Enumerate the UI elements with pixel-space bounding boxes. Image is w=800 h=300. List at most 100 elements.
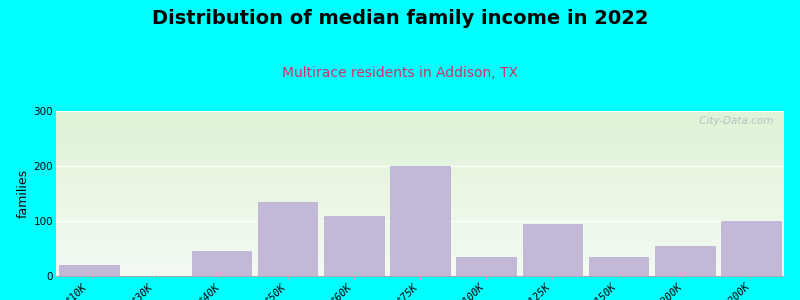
Bar xyxy=(56,247,784,248)
Bar xyxy=(56,275,784,276)
Bar xyxy=(56,190,784,191)
Bar xyxy=(56,153,784,154)
Bar xyxy=(56,236,784,237)
Bar xyxy=(56,242,784,243)
Bar xyxy=(56,252,784,253)
Bar xyxy=(56,240,784,241)
Bar xyxy=(56,259,784,260)
Bar xyxy=(56,241,784,242)
Bar xyxy=(56,206,784,207)
Bar xyxy=(56,126,784,127)
Bar xyxy=(56,182,784,183)
Bar xyxy=(56,224,784,225)
Bar xyxy=(522,224,582,276)
Bar xyxy=(56,212,784,213)
Bar xyxy=(56,272,784,273)
Bar xyxy=(56,257,784,258)
Bar xyxy=(56,118,784,119)
Bar xyxy=(56,263,784,264)
Bar xyxy=(56,111,784,112)
Bar xyxy=(56,164,784,165)
Bar xyxy=(56,267,784,268)
Bar xyxy=(56,114,784,115)
Bar xyxy=(56,156,784,157)
Bar xyxy=(56,205,784,206)
Bar xyxy=(56,218,784,219)
Bar xyxy=(56,161,784,162)
Bar xyxy=(56,146,784,147)
Bar xyxy=(56,168,784,169)
Bar xyxy=(56,270,784,271)
Bar xyxy=(56,207,784,208)
Bar xyxy=(56,128,784,129)
Bar xyxy=(56,245,784,246)
Bar xyxy=(56,150,784,151)
Bar xyxy=(56,269,784,270)
Text: Multirace residents in Addison, TX: Multirace residents in Addison, TX xyxy=(282,66,518,80)
Bar xyxy=(56,127,784,128)
Bar xyxy=(56,113,784,114)
Bar xyxy=(56,176,784,177)
Bar xyxy=(56,232,784,233)
Bar xyxy=(56,175,784,176)
Bar xyxy=(56,122,784,123)
Bar xyxy=(56,178,784,179)
Bar xyxy=(56,215,784,216)
Bar xyxy=(56,143,784,144)
Bar xyxy=(56,274,784,275)
Bar xyxy=(56,118,784,119)
Bar xyxy=(56,166,784,167)
Bar xyxy=(56,119,784,120)
Bar xyxy=(56,145,784,146)
Bar xyxy=(56,136,784,137)
Bar xyxy=(56,129,784,130)
Bar xyxy=(56,250,784,251)
Bar xyxy=(56,194,784,195)
Bar xyxy=(56,192,784,193)
Bar xyxy=(56,124,784,125)
Bar xyxy=(59,265,119,276)
Bar xyxy=(56,239,784,240)
Bar xyxy=(56,230,784,231)
Bar xyxy=(56,208,784,209)
Bar xyxy=(56,157,784,158)
Bar xyxy=(56,231,784,232)
Bar xyxy=(56,158,784,159)
Bar xyxy=(56,154,784,155)
Bar xyxy=(56,142,784,143)
Bar xyxy=(56,249,784,250)
Bar xyxy=(56,112,784,113)
Bar xyxy=(56,116,784,117)
Bar xyxy=(56,271,784,272)
Bar xyxy=(56,141,784,142)
Bar xyxy=(56,226,784,227)
Bar xyxy=(56,255,784,256)
Bar xyxy=(56,172,784,173)
Bar xyxy=(56,235,784,236)
Bar xyxy=(56,198,784,199)
Bar xyxy=(56,169,784,170)
Bar xyxy=(56,196,784,197)
Bar xyxy=(56,120,784,121)
Bar xyxy=(56,165,784,166)
Bar xyxy=(56,185,784,186)
Bar xyxy=(56,214,784,215)
Bar xyxy=(56,211,784,212)
Bar xyxy=(56,179,784,180)
Bar xyxy=(324,215,384,276)
Bar xyxy=(56,181,784,182)
Bar xyxy=(56,227,784,228)
Bar xyxy=(56,223,784,224)
Bar xyxy=(56,203,784,204)
Bar xyxy=(56,125,784,126)
Bar xyxy=(56,213,784,214)
Bar xyxy=(56,148,784,149)
Bar xyxy=(56,147,784,148)
Bar xyxy=(56,189,784,190)
Bar xyxy=(56,171,784,172)
Bar xyxy=(56,163,784,164)
Bar xyxy=(56,132,784,133)
Text: City-Data.com: City-Data.com xyxy=(696,116,773,126)
Bar xyxy=(56,201,784,202)
Bar xyxy=(56,253,784,254)
